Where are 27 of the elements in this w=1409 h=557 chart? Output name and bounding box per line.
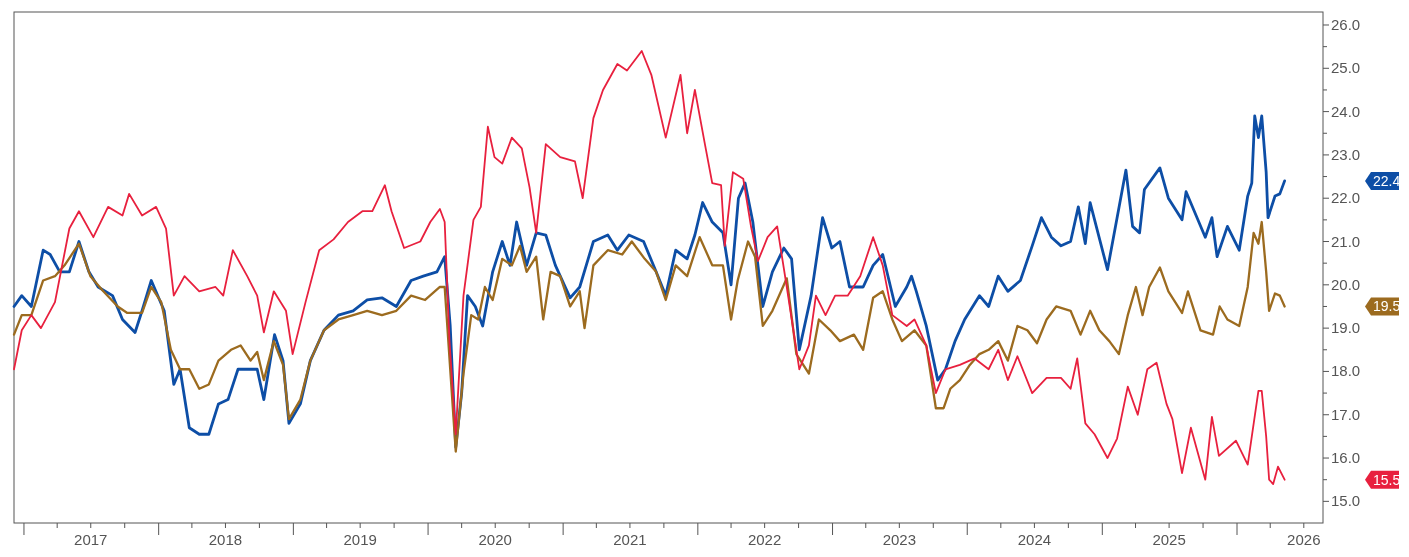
line-series <box>13 50 1286 485</box>
y-tick-label: 22.0 <box>1331 189 1361 207</box>
y-tick-label: 18.0 <box>1331 362 1361 380</box>
y-tick-label: 25.0 <box>1331 59 1361 77</box>
y-tick-label: 20.0 <box>1331 275 1361 293</box>
x-tick-label: 2020 <box>478 531 512 548</box>
x-tick-label: 2019 <box>343 531 377 548</box>
y-tick-label: 23.0 <box>1331 145 1361 163</box>
y-tick-label: 21.0 <box>1331 232 1361 250</box>
x-tick-label: 2021 <box>613 531 647 548</box>
y-tick-label: 26.0 <box>1331 15 1361 33</box>
y-tick-label: 15.0 <box>1331 492 1361 510</box>
y-tick-label: 24.0 <box>1331 102 1361 120</box>
line-series <box>12 220 1286 453</box>
x-tick-label: 2017 <box>74 531 108 548</box>
x-tick-label: 2023 <box>882 531 917 548</box>
y-tick-label: 17.0 <box>1331 405 1361 423</box>
x-tick-label: 2026 <box>1287 531 1321 548</box>
text: 15.5 <box>1373 471 1401 488</box>
y-tick-label: 19.0 <box>1331 319 1361 337</box>
text: 19.5 <box>1373 298 1401 315</box>
text: 22.4 <box>1373 172 1401 189</box>
x-tick-label: 2024 <box>1017 531 1052 548</box>
y-tick-label: 16.0 <box>1331 449 1361 467</box>
x-tick-label: 2025 <box>1152 531 1186 548</box>
x-tick-label: 2018 <box>208 531 243 548</box>
x-tick-label: 2022 <box>747 531 782 548</box>
